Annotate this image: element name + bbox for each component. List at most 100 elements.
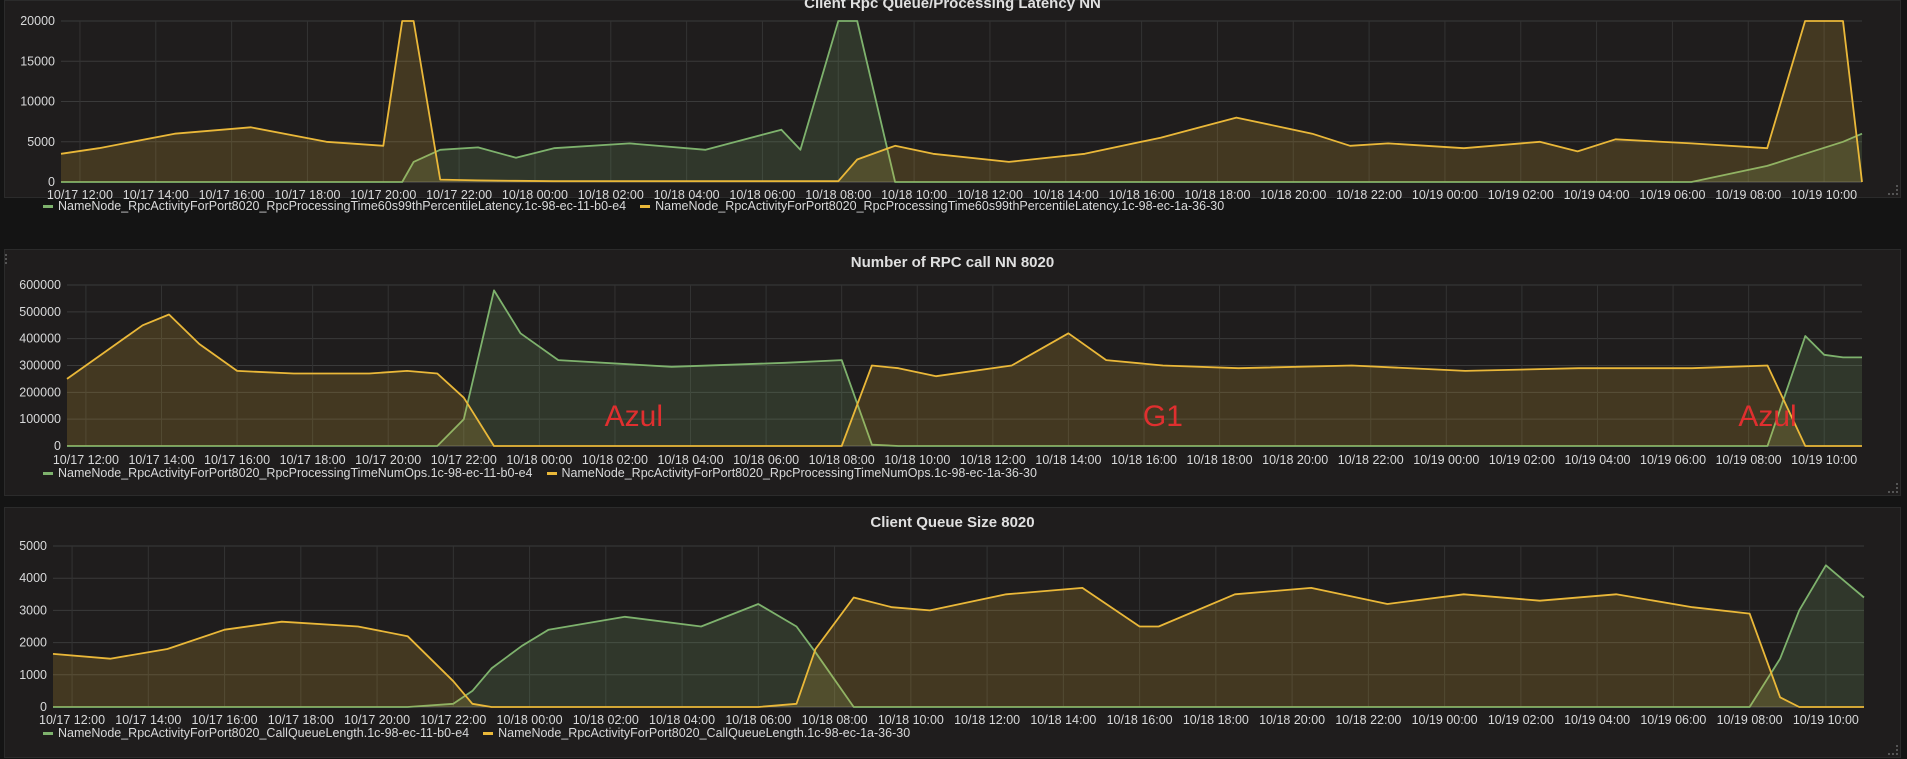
- x-tick-label: 10/18 02:00: [582, 453, 648, 467]
- queue-size-panel[interactable]: Client Queue Size 8020 0 1000 2000 3000 4000…: [4, 507, 1901, 758]
- legend-item-green[interactable]: NameNode_RpcActivityForPort8020_RpcProce…: [43, 199, 626, 213]
- series-line-green[interactable]: [53, 564, 1865, 708]
- x-tick-label: 10/18 20:00: [1259, 713, 1325, 727]
- panel-title[interactable]: Client Rpc Queue/Processing Latency NN: [804, 0, 1101, 12]
- series-area-yellow: [53, 587, 1864, 707]
- x-tick-label: 10/18 20:00: [1262, 453, 1328, 467]
- x-tick-label: 10/17 14:00: [123, 188, 189, 199]
- y-tick-label: 300000: [19, 359, 61, 373]
- legend-swatch-icon: [640, 205, 651, 209]
- x-tick-label: 10/18 04:00: [658, 453, 724, 467]
- x-tick-label: 10/17 18:00: [268, 713, 334, 727]
- x-tick-label: 10/18 14:00: [1035, 453, 1101, 467]
- x-tick-label: 10/19 08:00: [1715, 188, 1781, 199]
- x-tick-label: 10/18 16:00: [1109, 188, 1175, 199]
- y-tick-label: 5000: [27, 135, 55, 149]
- y-tick-label: 0: [40, 700, 47, 714]
- series-line-green[interactable]: [67, 289, 1862, 447]
- x-tick-label: 10/19 08:00: [1716, 453, 1782, 467]
- x-tick-label: 10/18 10:00: [884, 453, 950, 467]
- x-tick-label: 10/17 18:00: [280, 453, 346, 467]
- y-tick-label: 100000: [19, 412, 61, 426]
- x-tick-label: 10/19 08:00: [1717, 713, 1783, 727]
- x-tick-label: 10/18 12:00: [957, 188, 1023, 199]
- rpc-calls-panel[interactable]: Number of RPC call NN 8020 0 100000 200000…: [4, 249, 1901, 496]
- x-tick-label: 10/19 00:00: [1412, 188, 1478, 199]
- series-line-yellow[interactable]: [52, 587, 1864, 708]
- drag-handle-icon[interactable]: [5, 254, 11, 264]
- y-tick-label: 10000: [20, 95, 55, 109]
- x-tick-label: 10/19 06:00: [1640, 453, 1706, 467]
- legend-swatch-icon: [546, 472, 557, 476]
- series-area-yellow: [67, 314, 1862, 446]
- y-tick-label: 200000: [19, 385, 61, 399]
- x-tick-label: 10/17 16:00: [199, 188, 265, 199]
- legend-item-yellow[interactable]: NameNode_RpcActivityForPort8020_RpcProce…: [640, 199, 1224, 213]
- x-tick-label: 10/18 12:00: [954, 713, 1020, 727]
- series-area-green: [67, 290, 1862, 446]
- x-tick-label: 10/19 04:00: [1564, 188, 1630, 199]
- latency-chart[interactable]: 0 5000 10000 15000 20000 10/17 12:00 10/17 14:…: [5, 1, 1902, 199]
- x-tick-label: 10/17 16:00: [192, 713, 258, 727]
- x-tick-label: 10/18 04:00: [654, 188, 720, 199]
- legend-label: NameNode_RpcActivityForPort8020_CallQueu…: [498, 726, 911, 740]
- chart-legend: NameNode_RpcActivityForPort8020_CallQueu…: [43, 726, 924, 740]
- x-tick-label: 10/18 08:00: [809, 453, 875, 467]
- x-tick-label: 10/18 04:00: [649, 713, 715, 727]
- x-tick-label: 10/17 18:00: [274, 188, 340, 199]
- legend-item-yellow[interactable]: NameNode_RpcActivityForPort8020_CallQueu…: [483, 726, 910, 740]
- rpc-calls-chart[interactable]: 0 100000 200000 300000 400000 500000 600000 10/…: [5, 250, 1902, 497]
- x-tick-label: 10/18 14:00: [1033, 188, 1099, 199]
- x-tick-label: 10/18 00:00: [497, 713, 563, 727]
- legend-label: NameNode_RpcActivityForPort8020_RpcProce…: [58, 466, 533, 480]
- x-tick-label: 10/18 02:00: [573, 713, 639, 727]
- x-tick-label: 10/18 06:00: [733, 453, 799, 467]
- series-line-green[interactable]: [61, 20, 1863, 183]
- x-tick-label: 10/18 00:00: [502, 188, 568, 199]
- legend-label: NameNode_RpcActivityForPort8020_RpcProce…: [655, 199, 1225, 213]
- annotation-label: Azul: [605, 400, 663, 433]
- queue-size-chart[interactable]: 0 1000 2000 3000 4000 5000 10/17 12:00 10/17 14…: [5, 508, 1902, 759]
- x-tick-label: 10/17 12:00: [39, 713, 105, 727]
- legend-item-yellow[interactable]: NameNode_RpcActivityForPort8020_RpcProce…: [546, 466, 1037, 480]
- x-tick-label: 10/18 14:00: [1030, 713, 1096, 727]
- x-tick-label: 10/19 00:00: [1413, 453, 1479, 467]
- x-tick-label: 10/19 02:00: [1489, 453, 1555, 467]
- x-tick-label: 10/19 06:00: [1640, 713, 1706, 727]
- series-line-yellow[interactable]: [66, 313, 1862, 447]
- x-tick-label: 10/18 20:00: [1260, 188, 1326, 199]
- x-tick-label: 10/17 14:00: [115, 713, 181, 727]
- x-tick-label: 10/17 22:00: [420, 713, 486, 727]
- x-tick-label: 10/19 02:00: [1488, 713, 1554, 727]
- y-tick-label: 5000: [19, 539, 47, 553]
- x-tick-label: 10/18 10:00: [881, 188, 947, 199]
- y-tick-label: 400000: [19, 332, 61, 346]
- x-tick-label: 10/18 16:00: [1107, 713, 1173, 727]
- x-tick-label: 10/19 04:00: [1564, 713, 1630, 727]
- resize-handle-icon[interactable]: [1888, 483, 1898, 493]
- x-tick-label: 10/18 08:00: [802, 713, 868, 727]
- legend-swatch-icon: [43, 732, 53, 736]
- x-tick-label: 10/17 12:00: [47, 188, 113, 199]
- y-tick-label: 1000: [19, 668, 47, 682]
- x-tick-label: 10/18 00:00: [506, 453, 572, 467]
- y-tick-label: 4000: [19, 571, 47, 585]
- series-line-yellow[interactable]: [60, 20, 1863, 183]
- y-tick-label: 15000: [20, 54, 55, 68]
- legend-swatch-icon: [43, 205, 53, 209]
- x-tick-label: 10/17 22:00: [431, 453, 497, 467]
- x-tick-label: 10/19 02:00: [1488, 188, 1554, 199]
- x-tick-label: 10/18 12:00: [960, 453, 1026, 467]
- x-tick-label: 10/18 22:00: [1335, 713, 1401, 727]
- x-tick-label: 10/17 20:00: [355, 453, 421, 467]
- x-tick-label: 10/17 20:00: [350, 188, 416, 199]
- chart-legend: NameNode_RpcActivityForPort8020_RpcProce…: [43, 466, 1051, 480]
- resize-handle-icon[interactable]: [1888, 745, 1898, 755]
- legend-item-green[interactable]: NameNode_RpcActivityForPort8020_CallQueu…: [43, 726, 469, 740]
- panel-title[interactable]: Number of RPC call NN 8020: [850, 254, 1055, 271]
- resize-handle-icon[interactable]: [1888, 185, 1898, 195]
- x-tick-label: 10/19 06:00: [1639, 188, 1705, 199]
- latency-panel[interactable]: Client Rpc Queue/Processing Latency NN 0…: [4, 0, 1902, 213]
- panel-title[interactable]: Client Queue Size 8020: [870, 514, 1035, 531]
- legend-item-green[interactable]: NameNode_RpcActivityForPort8020_RpcProce…: [43, 466, 533, 480]
